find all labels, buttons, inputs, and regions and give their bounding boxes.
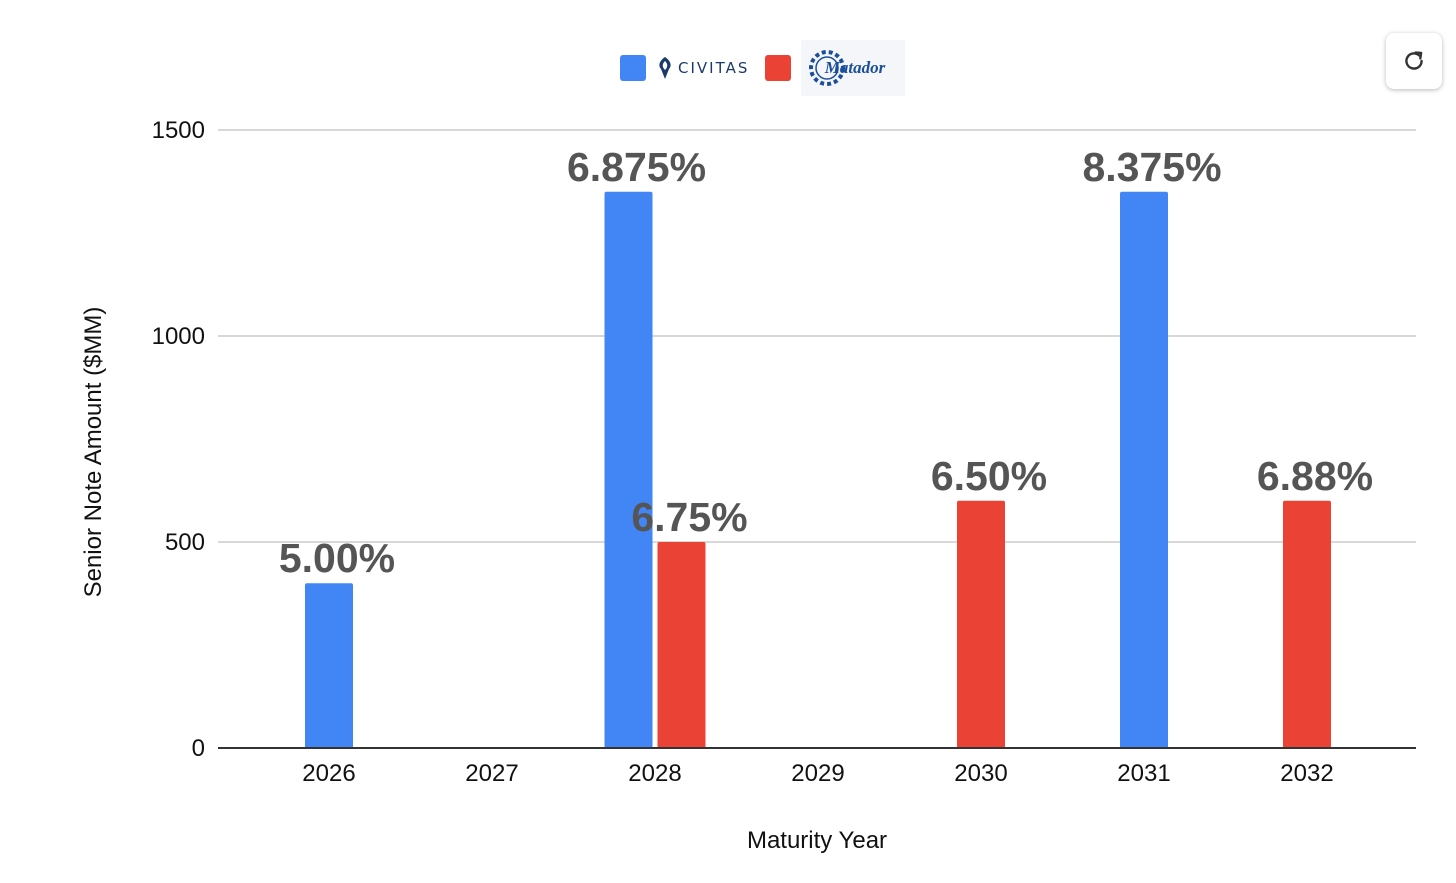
x-tick-label: 2029 [791,760,844,787]
legend: CIVITAS Matador [620,40,906,96]
data-label: 6.50% [931,453,1047,499]
y-tick-label: 0 [192,735,205,762]
data-labels: 5.00% 6.875% 6.75% 6.50% 8.375% 6.88% [279,144,1373,581]
legend-swatch-civitas[interactable] [620,55,646,81]
civitas-logo-text: CIVITAS [678,59,750,77]
y-axis-ticks: 0 500 1000 1500 [152,117,205,762]
data-label: 6.875% [567,144,706,190]
data-label: 6.75% [631,494,747,540]
x-tick-label: 2030 [954,760,1007,787]
y-tick-label: 1500 [152,117,205,144]
x-axis-ticks: 2026 2027 2028 2029 2030 2031 2032 [302,760,1333,787]
data-label: 5.00% [279,535,395,581]
data-label: 8.375% [1082,144,1221,190]
bar-matador-2030 [957,500,1005,748]
data-label: 6.88% [1257,453,1373,499]
refresh-icon [1405,51,1423,70]
y-tick-label: 1000 [152,323,205,350]
civitas-logo: CIVITAS [656,55,749,81]
matador-gear-icon: Matador [809,50,886,86]
x-tick-label: 2026 [302,760,355,787]
x-axis-title: Maturity Year [747,827,887,854]
matador-logo: Matador [801,40,906,96]
bar-matador-2032 [1283,500,1331,748]
bar-civitas-2026 [305,583,353,748]
x-tick-label: 2028 [628,760,681,787]
x-tick-label: 2027 [465,760,518,787]
x-tick-label: 2031 [1117,760,1170,787]
bars [305,191,1331,749]
matador-logo-text: Matador [824,58,886,77]
bar-civitas-2028 [604,191,653,749]
y-tick-label: 500 [165,529,205,556]
bar-civitas-2031 [1120,191,1168,749]
civitas-mark-icon [659,57,671,79]
x-tick-label: 2032 [1280,760,1333,787]
refresh-button[interactable] [1386,33,1442,89]
bar-matador-2028 [657,542,706,748]
gridlines [218,129,1416,543]
legend-swatch-matador[interactable] [765,55,792,81]
y-axis-title: Senior Note Amount ($MM) [80,307,107,598]
